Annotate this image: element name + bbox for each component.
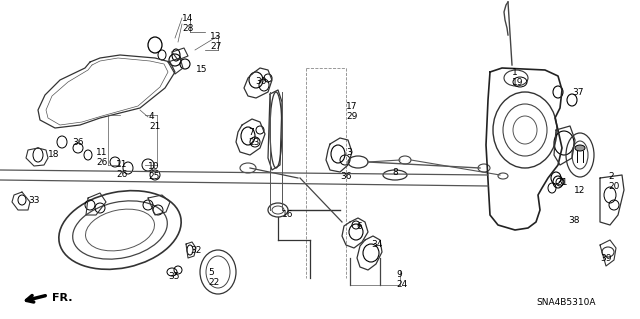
Text: 11: 11 — [96, 148, 108, 157]
Text: 36: 36 — [340, 172, 351, 181]
Text: 31: 31 — [556, 178, 568, 187]
Text: 3: 3 — [346, 148, 352, 157]
Text: 33: 33 — [28, 196, 40, 205]
Text: 34: 34 — [371, 240, 382, 249]
Text: 24: 24 — [396, 280, 407, 289]
Text: FR.: FR. — [52, 293, 72, 303]
Text: 36: 36 — [72, 138, 83, 147]
Text: SNA4B5310A: SNA4B5310A — [536, 298, 595, 307]
Text: 4: 4 — [149, 112, 155, 121]
Text: 20: 20 — [608, 182, 620, 191]
Text: 14: 14 — [182, 14, 193, 23]
Text: 16: 16 — [282, 210, 294, 219]
Text: 26: 26 — [116, 170, 127, 179]
Text: 27: 27 — [210, 42, 221, 51]
Text: 13: 13 — [210, 32, 221, 41]
Text: 10: 10 — [148, 162, 159, 171]
Text: 29: 29 — [346, 112, 357, 121]
Text: 26: 26 — [96, 158, 108, 167]
Text: 23: 23 — [248, 138, 259, 147]
Text: 9: 9 — [396, 270, 402, 279]
Text: 35: 35 — [168, 272, 179, 281]
Text: 5: 5 — [208, 268, 214, 277]
Text: 17: 17 — [346, 102, 358, 111]
Text: 8: 8 — [392, 168, 397, 177]
Text: 38: 38 — [568, 216, 579, 225]
Text: 21: 21 — [149, 122, 161, 131]
Text: 30: 30 — [255, 77, 266, 86]
Text: 7: 7 — [248, 128, 253, 137]
Text: 12: 12 — [574, 186, 586, 195]
Text: 22: 22 — [208, 278, 220, 287]
Text: 25: 25 — [148, 172, 159, 181]
Text: 15: 15 — [196, 65, 207, 74]
Text: 28: 28 — [182, 24, 193, 33]
Text: 2: 2 — [608, 172, 614, 181]
Ellipse shape — [575, 145, 585, 151]
Text: 39: 39 — [600, 254, 611, 263]
Text: 6: 6 — [356, 222, 362, 231]
Text: 11: 11 — [116, 160, 127, 169]
Text: 18: 18 — [48, 150, 60, 159]
Text: 19: 19 — [512, 78, 524, 87]
Text: 1: 1 — [512, 68, 518, 77]
Text: 37: 37 — [572, 88, 584, 97]
Text: 32: 32 — [190, 246, 202, 255]
